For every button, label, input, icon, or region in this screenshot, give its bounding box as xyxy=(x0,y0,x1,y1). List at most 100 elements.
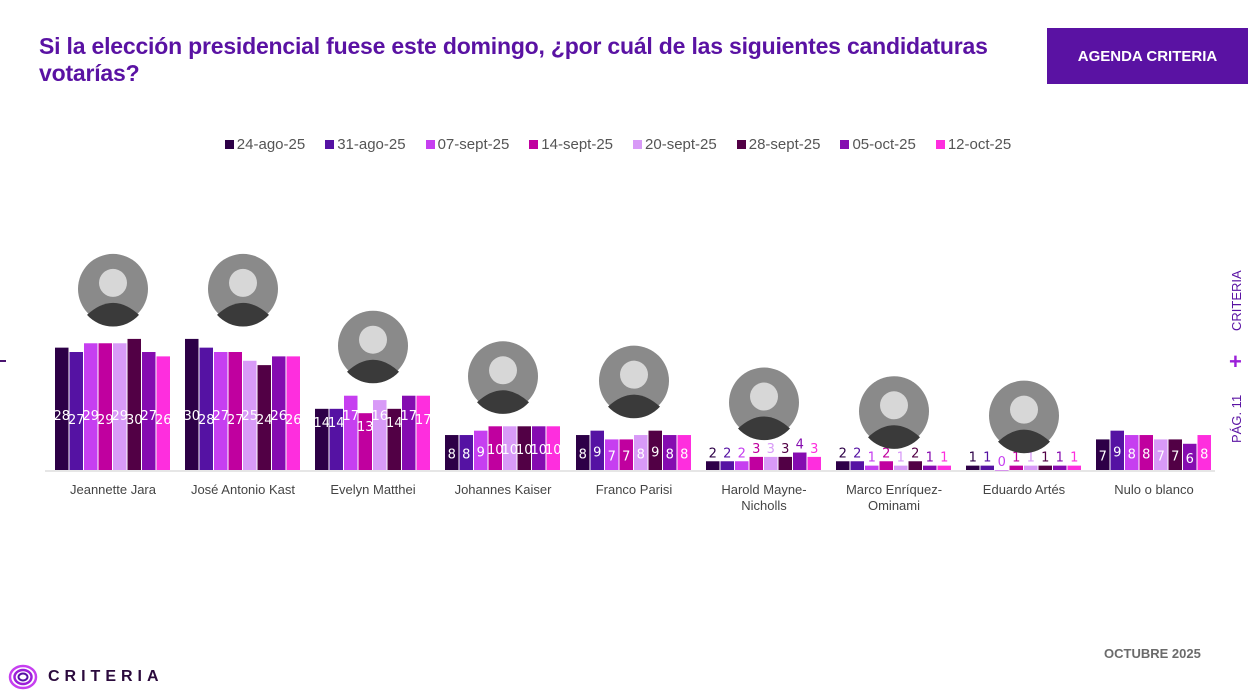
bar xyxy=(966,465,980,470)
category-label: Jeannette Jara xyxy=(70,482,157,497)
bar xyxy=(1038,465,1052,470)
data-label: 10 xyxy=(501,443,518,458)
legend-swatch xyxy=(736,140,746,149)
bar xyxy=(1125,435,1139,470)
data-label: 17 xyxy=(400,409,417,424)
data-label: 7 xyxy=(1099,450,1107,465)
criteria-logo: CRITERIA xyxy=(8,663,164,691)
data-label: 0 xyxy=(998,455,1006,470)
legend-label: 14-sept-25 xyxy=(541,136,614,153)
candidate-photo xyxy=(859,376,929,449)
legend-swatch xyxy=(325,140,335,149)
data-label: 10 xyxy=(487,443,504,458)
data-label: 8 xyxy=(579,448,587,463)
data-label: 16 xyxy=(371,409,388,424)
category-label: Nicholls xyxy=(741,498,787,513)
data-label: 30 xyxy=(126,413,143,428)
bar xyxy=(373,400,387,470)
bar xyxy=(1154,439,1168,470)
bar xyxy=(735,461,749,470)
bar xyxy=(127,338,141,470)
candidate-photo xyxy=(338,310,408,384)
bar xyxy=(1110,430,1124,470)
data-label: 13 xyxy=(357,420,374,435)
bar xyxy=(55,347,69,470)
data-label: 29 xyxy=(82,409,99,424)
category-label: José Antonio Kast xyxy=(191,482,295,497)
data-label: 9 xyxy=(651,445,659,460)
bar xyxy=(807,456,821,470)
bar xyxy=(402,395,416,470)
bar xyxy=(185,338,199,470)
data-label: 7 xyxy=(608,450,616,465)
bar xyxy=(113,343,127,470)
bar xyxy=(315,408,329,470)
chart-legend: 24-ago-25 31-ago-25 07-sept-25 14-sept-25 20… xyxy=(0,136,1236,153)
bar xyxy=(199,347,213,470)
data-label: 8 xyxy=(1128,448,1136,463)
bar xyxy=(793,452,807,470)
legend-item: 28-sept-25 xyxy=(736,136,820,153)
data-label: 27 xyxy=(212,409,229,424)
bar xyxy=(459,435,473,470)
data-label: 3 xyxy=(767,442,775,457)
category-label: Evelyn Matthei xyxy=(330,482,415,497)
bar xyxy=(865,465,879,470)
bar xyxy=(546,426,560,470)
data-label: 17 xyxy=(415,413,432,428)
data-label: 28 xyxy=(53,409,70,424)
data-label: 3 xyxy=(752,442,760,457)
bar xyxy=(387,408,401,470)
side-label: CRITERIA + PÁG. 11 xyxy=(1227,265,1248,445)
bar xyxy=(257,365,271,470)
data-label: 7 xyxy=(622,450,630,465)
data-label: 8 xyxy=(1200,448,1208,463)
bar xyxy=(243,360,257,470)
legend-swatch xyxy=(529,140,539,149)
bar xyxy=(576,435,590,470)
data-label: 1 xyxy=(1027,451,1035,466)
bar xyxy=(720,461,734,470)
bar xyxy=(1139,435,1153,470)
data-label: 1 xyxy=(1056,451,1064,466)
bar xyxy=(286,356,300,470)
legend-swatch xyxy=(840,140,850,149)
data-label: 1 xyxy=(868,451,876,466)
bar xyxy=(879,461,893,470)
bar xyxy=(764,456,778,470)
data-label: 7 xyxy=(1157,450,1165,465)
data-label: 3 xyxy=(781,442,789,457)
bar xyxy=(98,343,112,470)
legend-swatch xyxy=(935,140,945,149)
bar xyxy=(749,456,763,470)
bar xyxy=(474,430,488,470)
bar xyxy=(532,426,546,470)
data-label: 27 xyxy=(140,409,157,424)
data-label: 1 xyxy=(1012,451,1020,466)
bar xyxy=(605,439,619,470)
bar xyxy=(517,426,531,470)
data-label: 28 xyxy=(198,413,215,428)
data-label: 24 xyxy=(256,413,273,428)
category-label: Eduardo Artés xyxy=(983,482,1066,497)
category-label: Johannes Kaiser xyxy=(455,482,553,497)
legend-item: 07-sept-25 xyxy=(425,136,509,153)
data-label: 8 xyxy=(448,448,456,463)
data-label: 9 xyxy=(1113,445,1121,460)
bar xyxy=(619,439,633,470)
legend-label: 20-sept-25 xyxy=(645,136,717,153)
bar xyxy=(1197,435,1211,470)
category-label: Harold Mayne- xyxy=(721,482,806,497)
legend-label: 24-ago-25 xyxy=(236,136,306,153)
data-label: 7 xyxy=(1171,450,1179,465)
data-label: 1 xyxy=(940,451,948,466)
bar xyxy=(677,435,691,470)
bar xyxy=(908,461,922,470)
left-marker xyxy=(0,360,6,362)
bar xyxy=(358,413,372,470)
data-label: 27 xyxy=(68,413,85,428)
data-label: 8 xyxy=(1142,448,1150,463)
legend-item: 12-oct-25 xyxy=(935,136,1011,153)
data-label: 26 xyxy=(285,413,302,428)
